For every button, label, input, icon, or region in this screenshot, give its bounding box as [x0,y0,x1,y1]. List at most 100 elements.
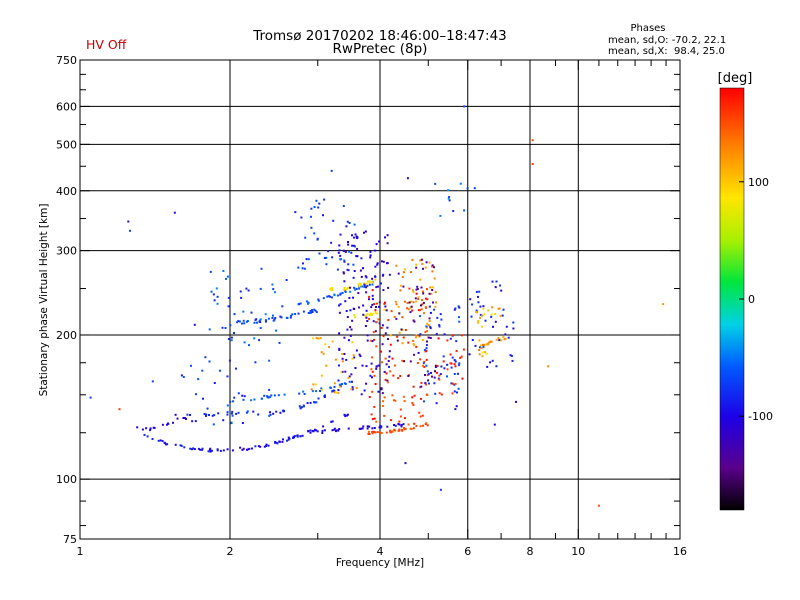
echo-point [283,393,286,396]
echo-point [449,337,452,340]
echo-point [352,296,354,299]
echo-point [495,280,498,283]
echo-point [330,241,333,244]
echo-point [331,289,334,292]
echo-point [453,359,456,361]
echo-point [372,430,375,433]
echo-point [416,288,419,290]
echo-point [398,428,401,431]
echo-point [241,448,244,451]
echo-point [343,287,346,289]
y-tick-label: 100 [56,473,77,486]
echo-point [355,255,358,258]
y-tick-label: 750 [56,54,77,67]
echo-point [412,291,415,294]
echo-point [227,296,230,299]
echo-point [343,336,346,339]
echo-point [418,309,421,312]
echo-point [388,365,390,368]
echo-point [233,313,236,316]
echo-point [419,415,422,418]
echo-point [317,206,320,209]
echo-point [343,353,346,355]
echo-point [481,351,484,354]
echo-point [412,427,415,430]
echo-point [428,261,431,264]
echo-point [365,382,368,385]
echo-point [487,341,490,344]
echo-point [373,417,376,420]
echo-point [446,375,448,378]
echo-point [365,276,368,279]
echo-point [378,431,381,434]
echo-point [433,376,436,379]
echo-point [309,431,312,434]
echo-point [354,233,357,236]
echo-point [392,374,395,377]
echo-point [266,395,269,398]
echo-point [323,395,326,398]
echo-point [345,310,348,312]
echo-point [248,447,251,450]
echo-point [369,339,372,342]
echo-point [311,309,314,311]
echo-point [421,303,424,306]
echo-point [373,303,376,306]
echo-point [499,314,502,317]
echo-point [226,275,229,278]
echo-point [478,290,481,293]
echo-point [371,303,374,306]
echo-point [416,362,419,364]
echo-point [310,226,313,229]
echo-point [380,425,383,428]
echo-point [259,287,262,290]
echo-point [388,273,391,276]
echo-point [494,320,497,323]
echo-point [314,428,316,431]
echo-point [313,401,316,404]
echo-point [360,393,363,396]
echo-point [351,244,354,247]
echo-point [403,400,406,403]
echo-point [418,411,421,414]
echo-point [331,256,334,259]
echo-point [226,448,229,451]
echo-point [455,340,458,343]
echo-point [374,383,377,385]
echo-point [457,305,460,308]
echo-point [425,326,428,329]
echo-point [203,413,206,415]
echo-point [237,411,240,414]
echo-point [183,446,186,449]
echo-point [385,431,388,434]
echo-point [412,385,415,388]
echo-point [259,327,262,329]
echo-point [354,245,356,248]
echo-point [226,413,229,416]
echo-point [375,345,378,348]
echo-point [374,275,377,278]
echo-point [403,360,406,363]
echo-point [343,280,346,283]
echo-point [424,306,427,309]
echo-point [413,344,416,347]
echo-point [418,335,421,338]
colorbar-label: [deg] [718,71,753,86]
echo-point [380,388,383,391]
echo-point [466,187,469,190]
echo-point [424,331,427,334]
echo-point [314,309,317,312]
echo-point [485,343,488,346]
echo-point [268,414,271,417]
echo-point [399,375,402,377]
echo-point [475,311,478,313]
echo-point [426,322,429,325]
echo-point [351,319,354,322]
echo-point [311,311,314,313]
echo-point [410,428,413,431]
echo-point [317,397,320,400]
echo-point [237,320,240,323]
echo-point [185,418,187,420]
echo-point [299,435,302,438]
